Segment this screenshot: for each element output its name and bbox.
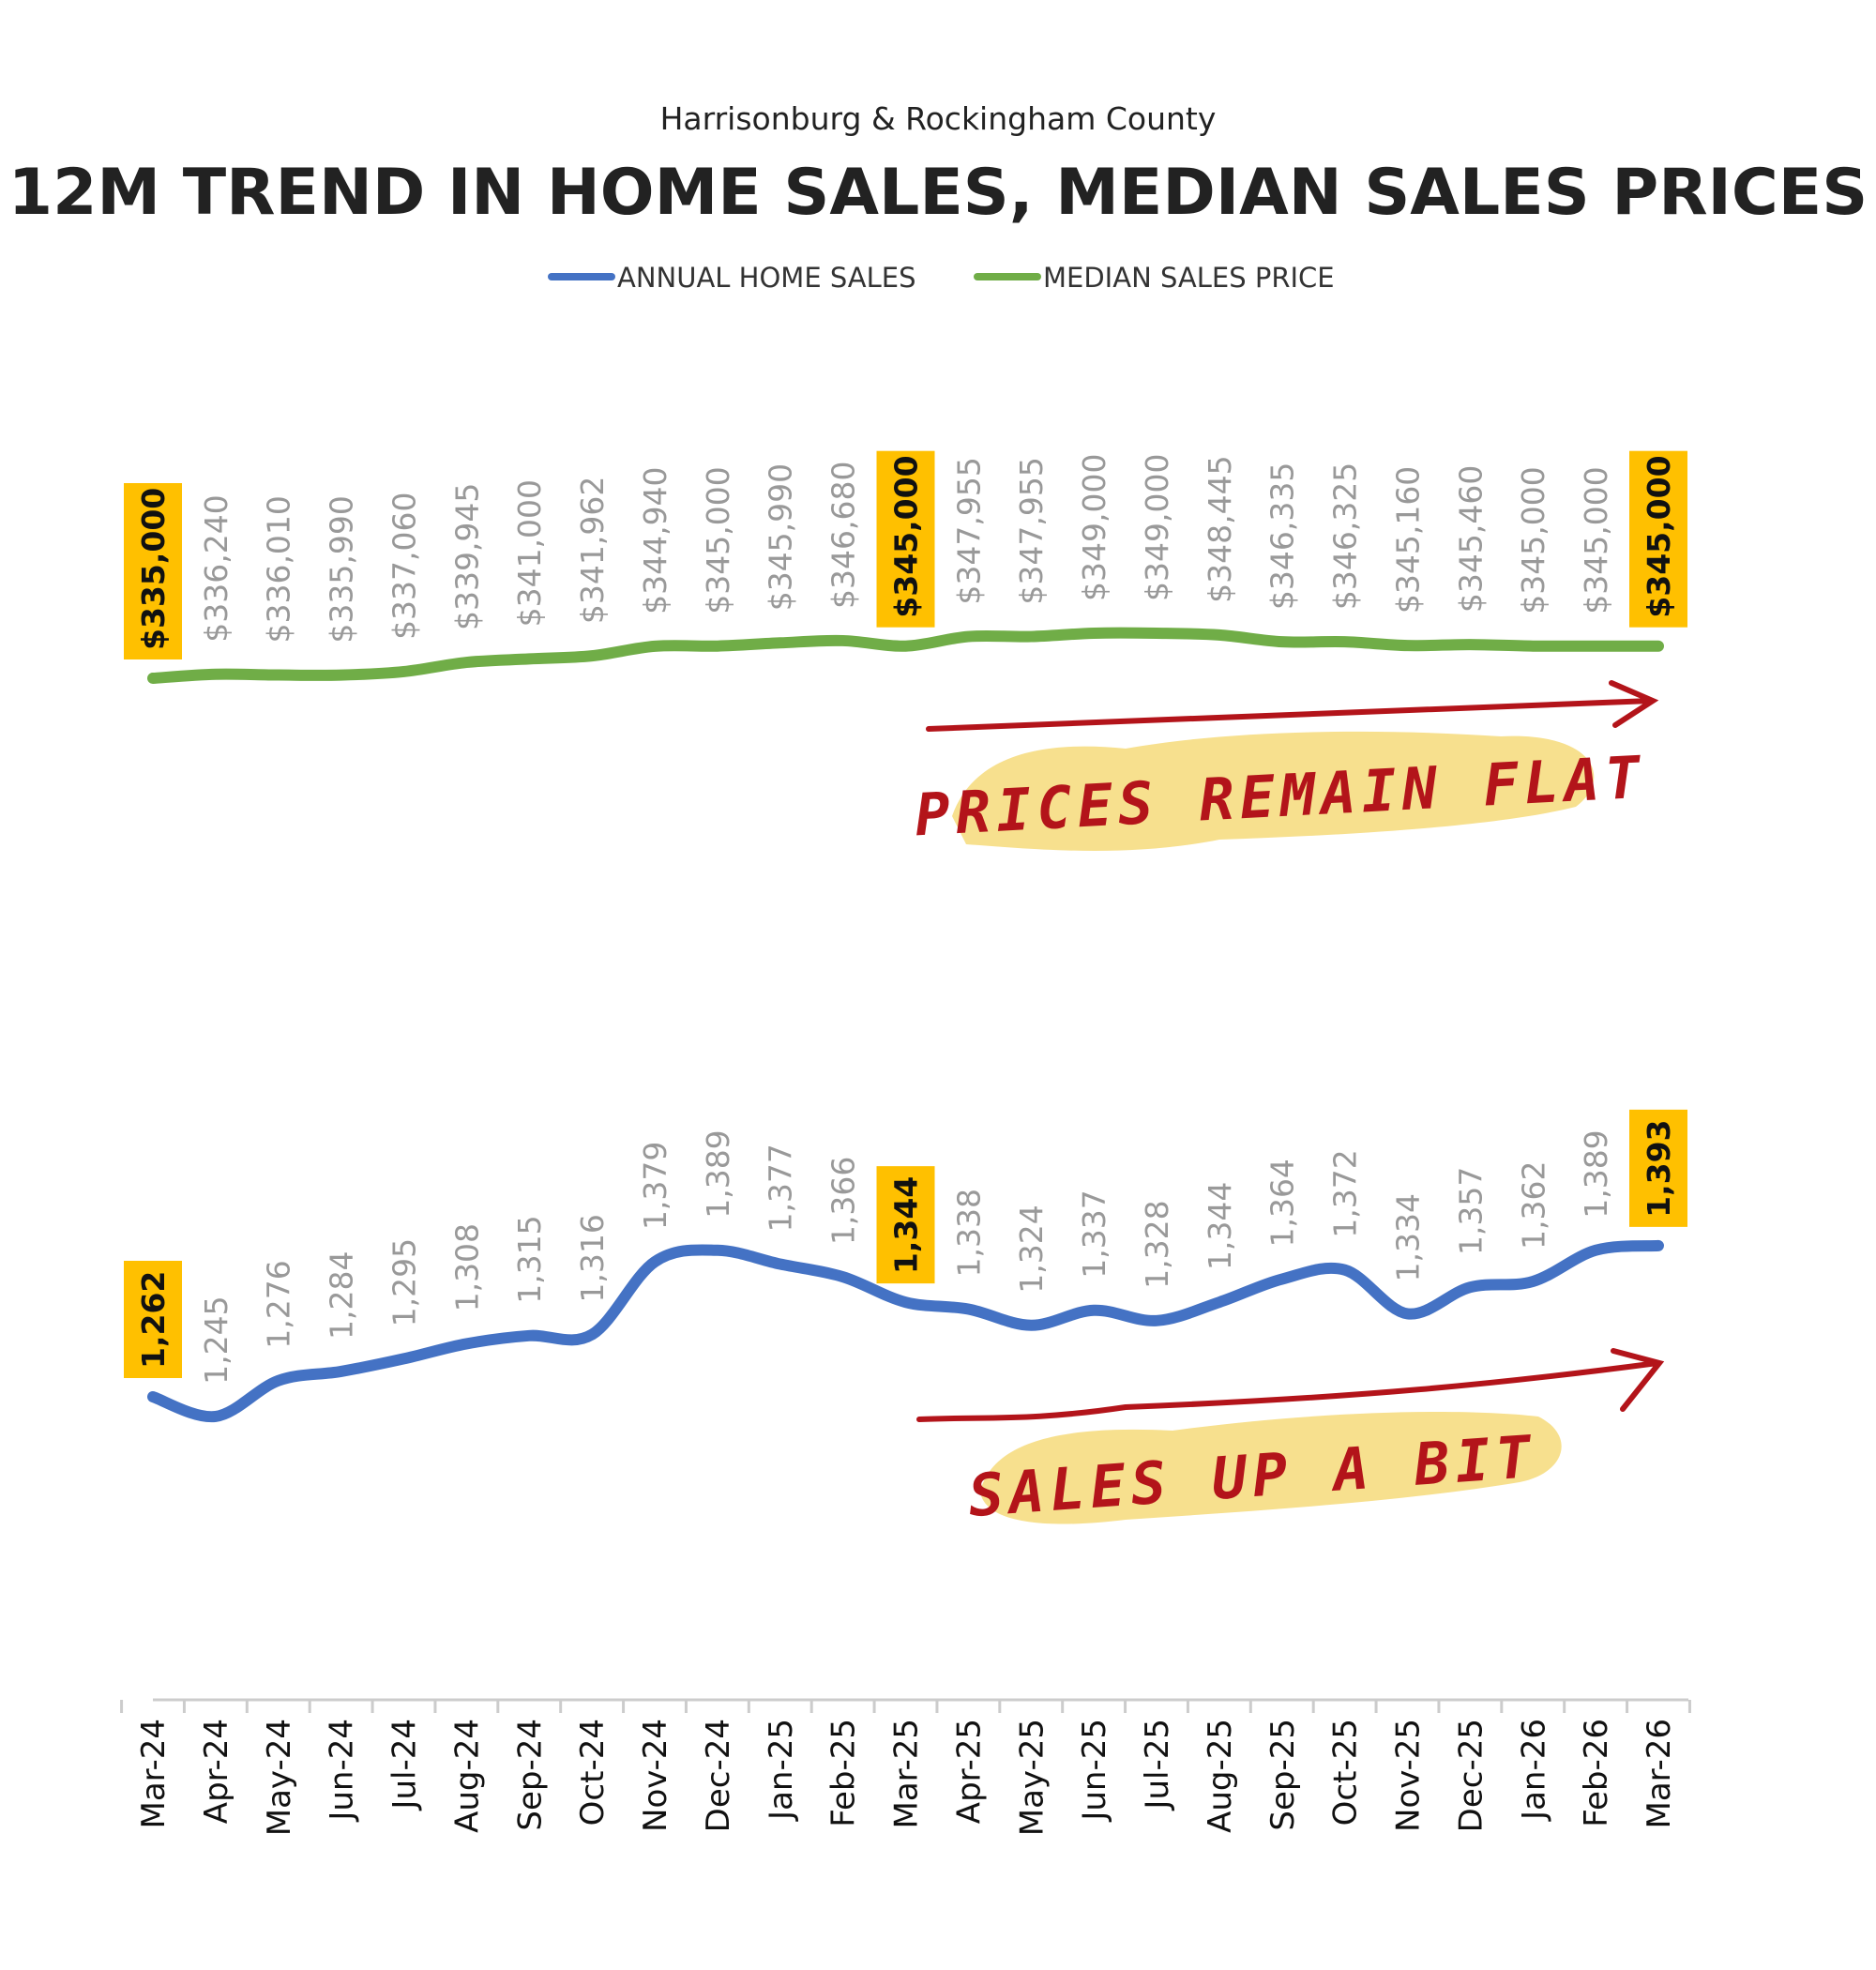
- highlight-blob: [952, 731, 1595, 851]
- x-tick-label: Dec-24: [700, 1719, 737, 1832]
- data-label-price: $336,010: [261, 495, 297, 643]
- data-label-sales: 1,337: [1076, 1190, 1112, 1278]
- x-tick-label: Nov-25: [1390, 1719, 1428, 1832]
- data-label-sales: 1,372: [1327, 1149, 1364, 1237]
- data-label-price: $345,000: [700, 466, 736, 614]
- data-label-sales: 1,344: [1202, 1182, 1238, 1270]
- data-label-price: $349,000: [1139, 454, 1175, 601]
- x-tick-label: Sep-24: [511, 1719, 549, 1831]
- chart-title: 12M TREND IN HOME SALES, MEDIAN SALES PR…: [8, 156, 1868, 230]
- x-tick-label: Oct-24: [574, 1719, 612, 1826]
- data-label-price: $347,955: [950, 457, 987, 604]
- data-label-sales: 1,324: [1013, 1205, 1050, 1293]
- data-label-price: $345,160: [1390, 466, 1427, 614]
- x-tick-label: Apr-25: [950, 1719, 988, 1824]
- data-label-sales: 1,364: [1264, 1159, 1301, 1247]
- x-tick-label: May-24: [261, 1719, 298, 1836]
- data-label-price: $341,962: [574, 477, 611, 624]
- series-line-sales: [147, 1239, 1664, 1423]
- data-label-sales: 1,316: [574, 1214, 611, 1302]
- x-tick-label: Apr-24: [198, 1719, 235, 1824]
- data-label-sales: 1,308: [448, 1223, 485, 1311]
- data-label-price: $344,940: [637, 466, 673, 614]
- data-label-sales: 1,344: [888, 1176, 925, 1274]
- data-label-price: $339,945: [448, 483, 485, 630]
- x-tick-label: Oct-25: [1327, 1719, 1365, 1826]
- x-tick-label: Feb-26: [1578, 1719, 1615, 1827]
- data-label-sales: 1,379: [637, 1142, 673, 1230]
- data-label-highlight: [124, 483, 182, 659]
- series-line-price: [147, 627, 1664, 684]
- data-label-sales: 1,276: [261, 1260, 297, 1348]
- legend-label-price: MEDIAN SALES PRICE: [1043, 262, 1335, 294]
- data-label-price: $349,000: [1076, 454, 1112, 601]
- data-label-sales: 1,366: [825, 1157, 862, 1245]
- chart-subtitle: Harrisonburg & Rockingham County: [660, 100, 1217, 137]
- data-label-sales: 1,284: [324, 1250, 360, 1339]
- annotation-prices: PRICES REMAIN FLAT: [914, 680, 1659, 851]
- data-label-sales: 1,389: [700, 1129, 736, 1218]
- x-tick-label: Jun-25: [1076, 1719, 1113, 1823]
- x-tick-label: May-25: [1013, 1719, 1051, 1836]
- data-label-price: $335,990: [324, 495, 360, 643]
- data-label-sales: 1,295: [386, 1238, 423, 1326]
- x-tick-label: Feb-25: [825, 1719, 863, 1827]
- data-label-sales: 1,338: [950, 1189, 987, 1277]
- data-label-price: $345,000: [888, 455, 925, 617]
- data-label-sales: 1,334: [1390, 1193, 1427, 1281]
- data-label-sales: 1,328: [1139, 1200, 1175, 1288]
- data-label-sales: 1,393: [1641, 1119, 1677, 1217]
- annotation-sales: SALES UP A BIT: [916, 1348, 1665, 1530]
- data-label-sales: 1,362: [1515, 1161, 1551, 1250]
- legend-label-sales: ANNUAL HOME SALES: [617, 262, 916, 294]
- data-label-price: $341,000: [511, 479, 548, 627]
- data-label-price: $346,680: [825, 461, 862, 608]
- data-label-highlight: [1629, 1109, 1687, 1227]
- x-tick-label: Mar-25: [888, 1719, 926, 1829]
- x-tick-label: Dec-25: [1452, 1719, 1490, 1832]
- data-label-sales: 1,315: [511, 1215, 548, 1303]
- x-tick-label: Jan-25: [763, 1719, 800, 1822]
- data-label-price: $345,000: [1578, 466, 1614, 614]
- legend: ANNUAL HOME SALES MEDIAN SALES PRICE: [548, 262, 1335, 294]
- x-tick-label: Sep-25: [1264, 1719, 1302, 1831]
- data-label-price: $337,060: [386, 492, 423, 639]
- data-label-sales: 1,389: [1578, 1129, 1614, 1218]
- data-label-price: $345,000: [1515, 466, 1551, 614]
- data-label-price: $335,000: [135, 488, 172, 650]
- arrow-icon: [916, 1348, 1665, 1422]
- data-label-sales: 1,377: [763, 1144, 799, 1232]
- x-tick-label: Mar-24: [135, 1719, 173, 1829]
- x-tick-label: Jul-25: [1139, 1719, 1176, 1811]
- data-label-highlight: [1629, 450, 1687, 628]
- data-label-price: $346,325: [1327, 462, 1364, 610]
- x-tick-label: Mar-26: [1641, 1719, 1678, 1829]
- x-tick-label: Aug-25: [1202, 1719, 1239, 1833]
- x-tick-label: Aug-24: [448, 1719, 486, 1833]
- arrow-icon: [926, 680, 1659, 732]
- data-label-price: $347,955: [1013, 457, 1050, 604]
- data-label-price: $345,460: [1452, 465, 1489, 613]
- x-tick-label: Nov-24: [637, 1719, 674, 1832]
- x-tick-label: Jun-24: [324, 1719, 361, 1823]
- data-label-price: $336,240: [198, 494, 234, 642]
- data-label-price: $346,335: [1264, 462, 1301, 610]
- x-tick-label: Jan-26: [1515, 1719, 1552, 1822]
- data-label-price: $348,445: [1202, 455, 1238, 602]
- data-label-sales: 1,262: [135, 1271, 172, 1369]
- data-label-highlight: [876, 1166, 935, 1284]
- data-label-price: $345,990: [763, 463, 799, 611]
- highlight-blob: [980, 1412, 1562, 1524]
- x-tick-label: Jul-24: [386, 1719, 424, 1811]
- data-label-price: $345,000: [1641, 455, 1677, 617]
- data-label-highlight: [876, 450, 935, 628]
- data-label-highlight: [124, 1261, 182, 1378]
- data-label-sales: 1,245: [198, 1296, 234, 1384]
- data-label-sales: 1,357: [1452, 1167, 1489, 1255]
